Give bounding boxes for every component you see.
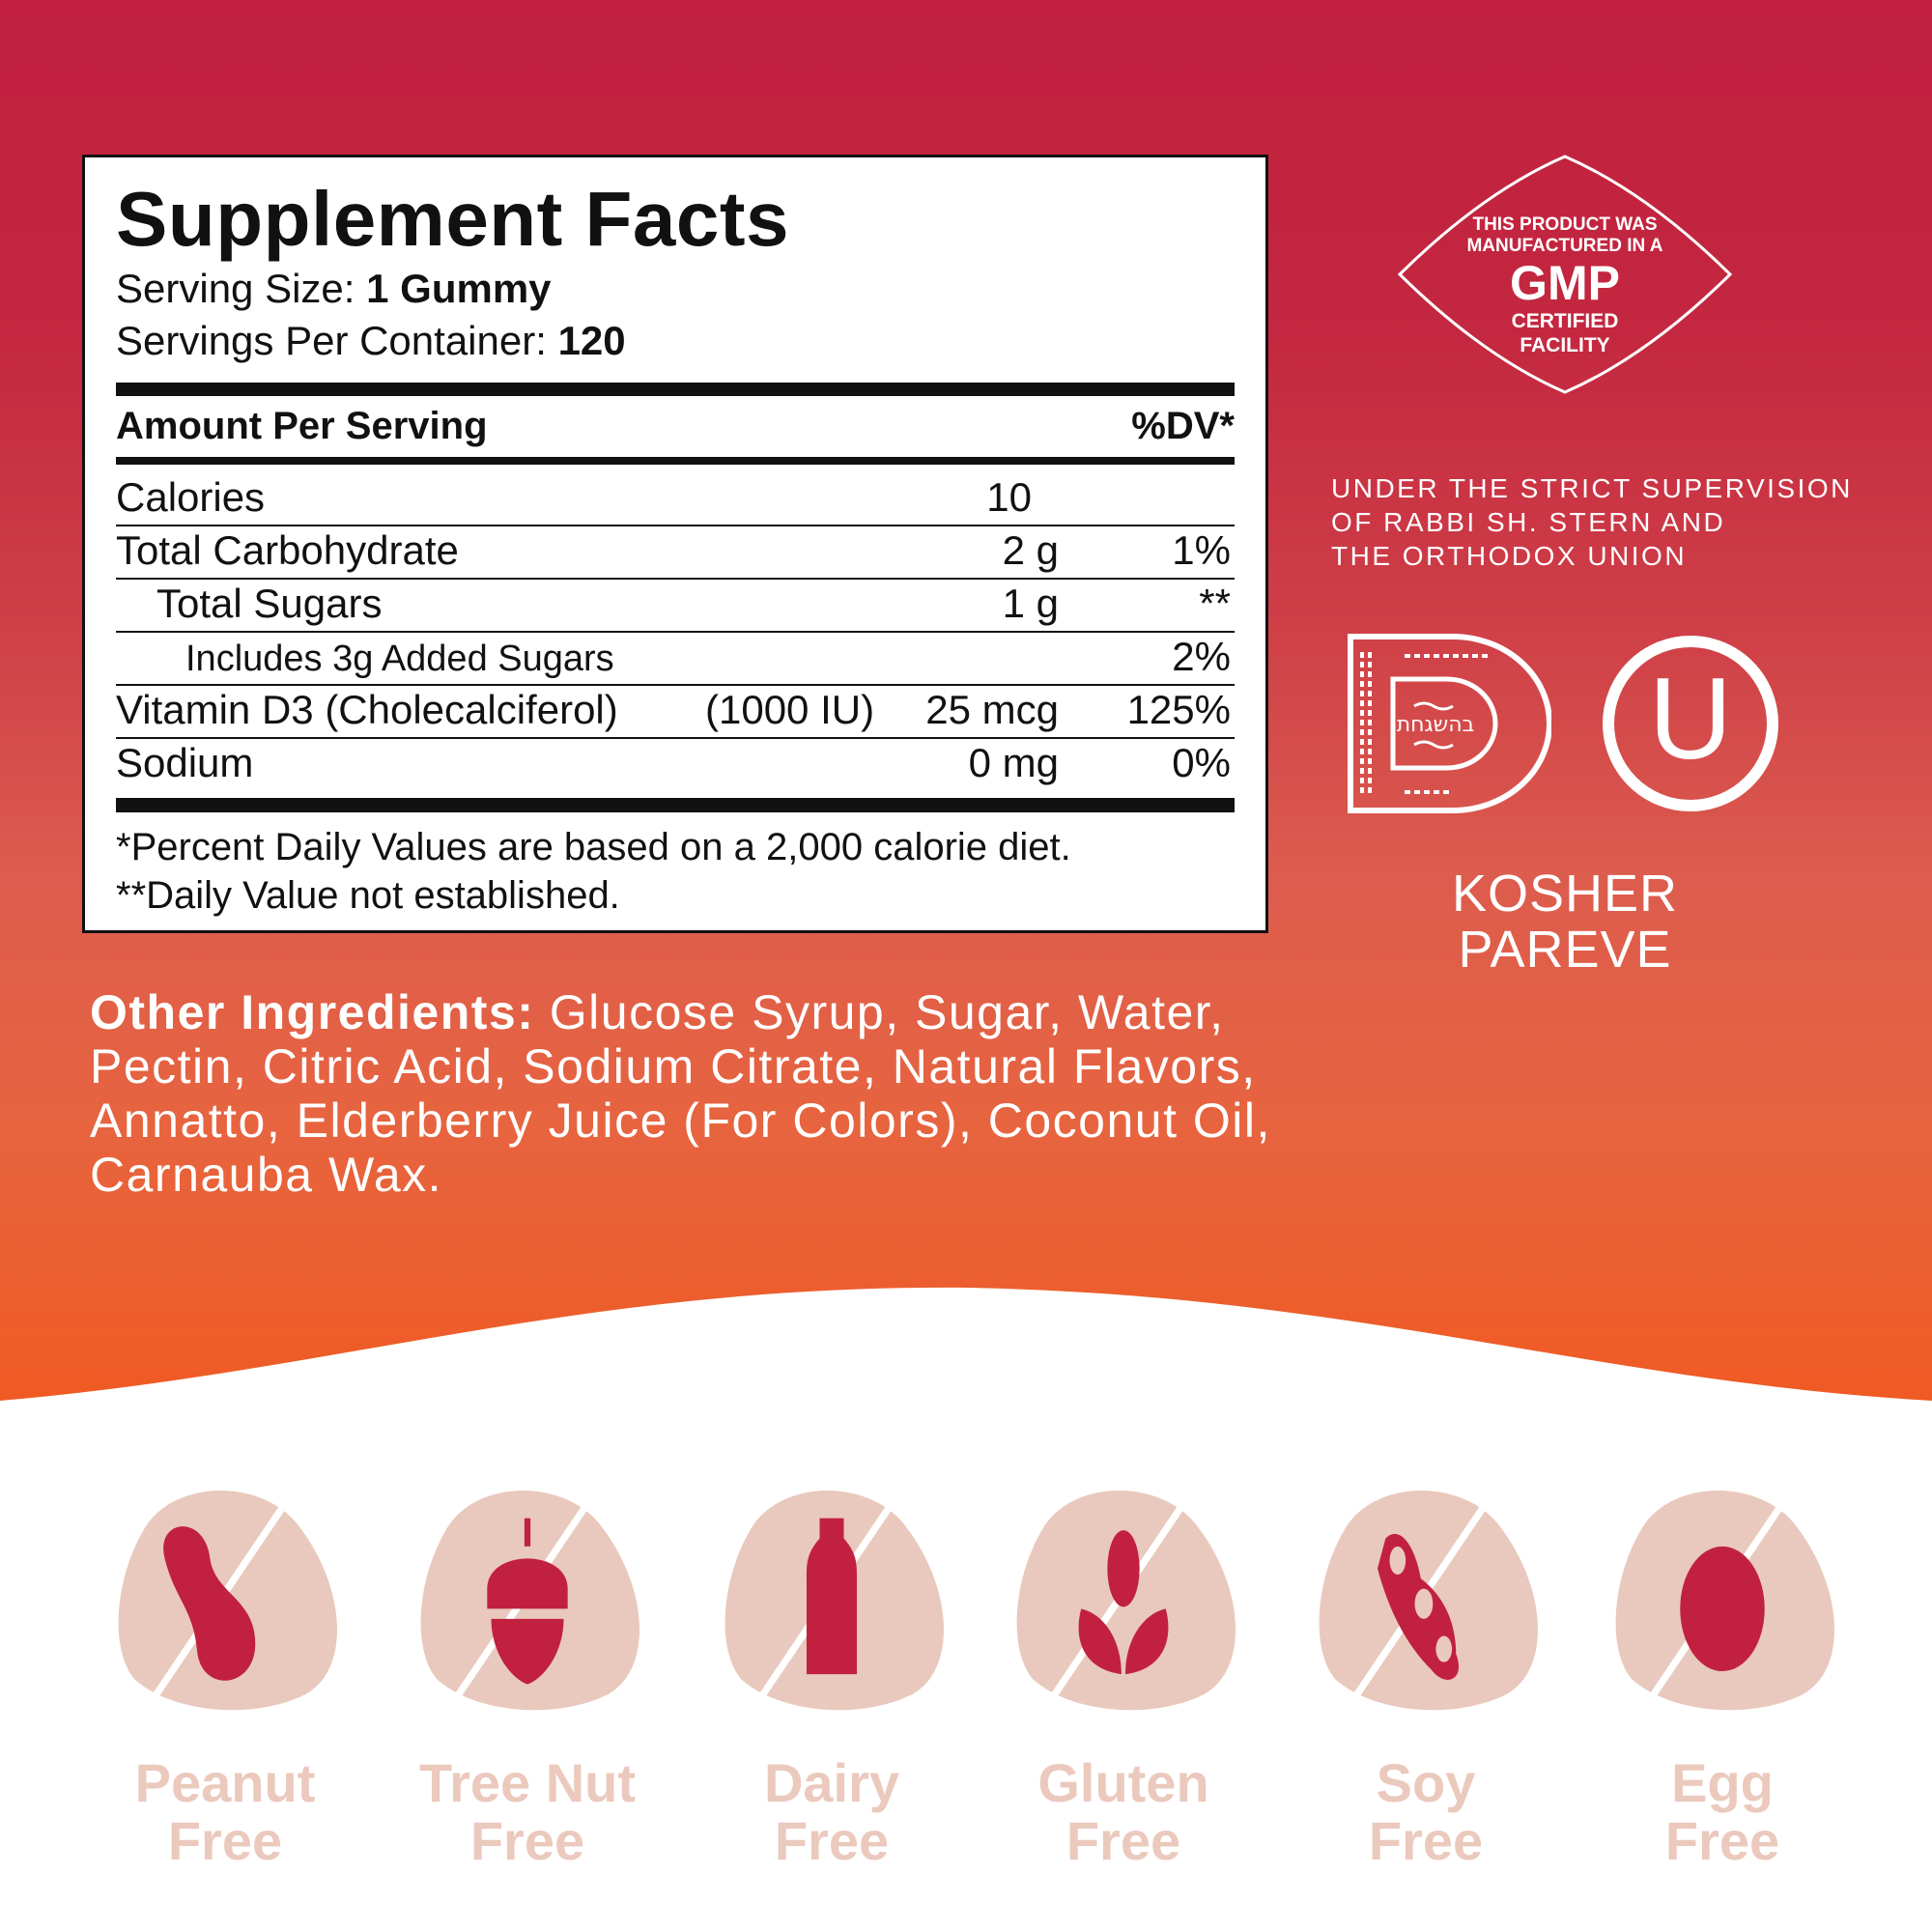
gmp-badge-outline — [1397, 155, 1733, 394]
allergen-badge-peanut: Peanut Free — [90, 1478, 360, 1870]
servings-per-container: Servings Per Container: 120 — [116, 318, 626, 363]
allergen-badge-gluten: Gluten Free — [988, 1478, 1259, 1870]
ou-circle-icon: U — [1603, 636, 1778, 811]
allergen-label: Soy Free — [1368, 1752, 1484, 1871]
divider — [116, 457, 1235, 465]
allergen-label: Egg Free — [1664, 1752, 1780, 1871]
ou-kosher-symbol: U — [1602, 635, 1779, 812]
allergen-badge-soy: Soy Free — [1291, 1478, 1561, 1870]
supplement-facts-panel: Supplement Facts Serving Size: 1 Gummy S… — [82, 155, 1268, 933]
facts-row: Total Carbohydrate 2 g 1% — [116, 525, 1235, 580]
footnote-not-established: **Daily Value not established. — [116, 874, 620, 917]
facts-title: Supplement Facts — [116, 176, 790, 262]
allergen-label: Tree Nut Free — [418, 1752, 637, 1871]
thick-divider — [116, 383, 1235, 396]
facts-row: Calories 10 — [116, 471, 1235, 526]
allergen-label: Dairy Free — [763, 1752, 900, 1871]
gmp-badge-text: THIS PRODUCT WAS MANUFACTURED IN A — [1466, 214, 1663, 256]
soybean-icon — [1319, 1486, 1538, 1711]
svg-text:בהשגחת: בהשגחת — [1397, 713, 1475, 737]
amount-header: Amount Per Serving %DV* — [116, 405, 1235, 447]
facts-row: Includes 3g Added Sugars 2% — [116, 631, 1235, 686]
footnote-dv: *Percent Daily Values are based on a 2,0… — [116, 826, 1071, 868]
allergen-badge-dairy: Dairy Free — [696, 1478, 967, 1870]
facts-row: Vitamin D3 (Cholecalciferol) (1000 IU) 25 … — [116, 684, 1235, 739]
acorn-icon — [420, 1486, 639, 1711]
supervision-text: UNDER THE STRICT SUPERVISION OF RABBI SH… — [1331, 473, 1853, 571]
serving-size: Serving Size: 1 Gummy — [116, 266, 552, 311]
other-ingredients: Other Ingredients: Glucose Syrup, Sugar,… — [90, 985, 1271, 1202]
egg-icon — [1615, 1486, 1834, 1711]
wheat-icon — [1016, 1486, 1236, 1711]
gmp-badge-main: GMP — [1510, 256, 1620, 310]
rabbi-stern-kosher-seal-icon: בהשגחת — [1348, 634, 1551, 813]
wave-divider — [0, 1287, 1932, 1430]
thick-divider — [116, 798, 1235, 812]
milk-bottle-icon — [724, 1486, 944, 1711]
svg-text:U: U — [1649, 654, 1733, 783]
allergen-badge-tree-nut: Tree Nut Free — [392, 1478, 663, 1870]
allergen-label: Peanut Free — [134, 1752, 316, 1871]
kosher-pareve-label: KOSHER PAREVE — [1451, 865, 1679, 979]
allergen-label: Gluten Free — [1037, 1752, 1209, 1871]
facts-row: Sodium 0 mg 0% — [116, 740, 1231, 785]
facts-row: Total Sugars 1 g ** — [116, 578, 1235, 633]
gmp-badge-certified: CERTIFIED FACILITY — [1511, 310, 1619, 356]
peanut-icon — [118, 1486, 337, 1711]
allergen-badge-egg: Egg Free — [1587, 1478, 1858, 1870]
